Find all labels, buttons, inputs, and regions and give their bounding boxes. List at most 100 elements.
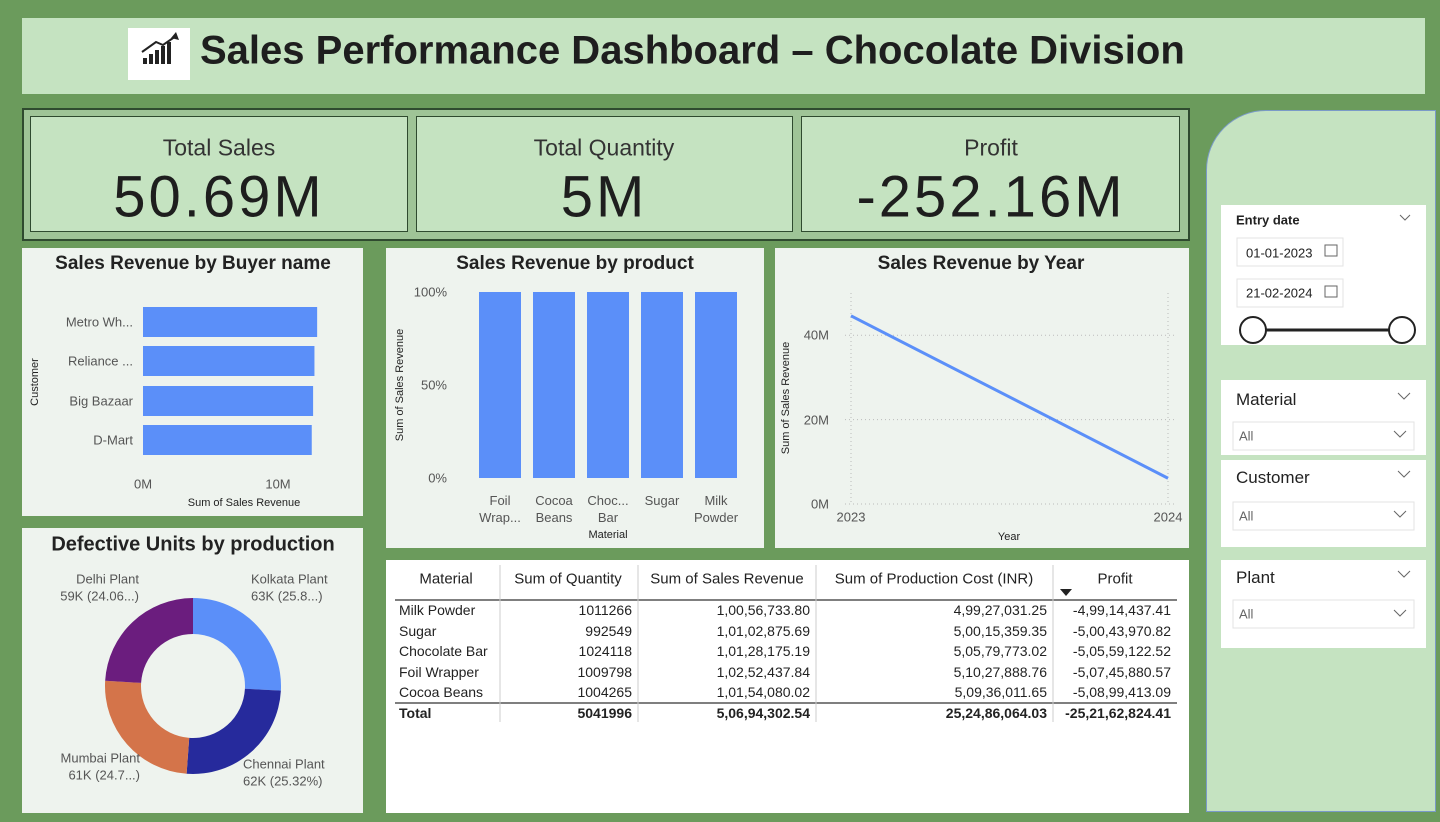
x-axis-title: Material [588, 529, 628, 541]
bar [143, 386, 314, 416]
table-cell: -5,07,45,880.57 [1072, 664, 1171, 680]
y-tick-label: Big Bazaar [69, 393, 133, 409]
table-cell: 5,05,79,773.02 [953, 643, 1047, 659]
total-cell: 5,06,94,302.54 [716, 705, 810, 721]
total-cell: 5041996 [577, 705, 632, 721]
date-input[interactable]: 01-01-2023 [1246, 245, 1313, 261]
slicer-title: Entry date [1236, 212, 1300, 228]
slice-value-label: 61K (24.7...) [68, 767, 140, 783]
table-cell: 1,01,28,175.19 [716, 643, 810, 659]
kpi-value: -252.16M [856, 164, 1126, 230]
x-axis-title: Year [997, 531, 1021, 543]
y-tick-label: 50% [420, 377, 447, 393]
slice-label: Chennai Plant [243, 756, 325, 772]
x-tick-label: 2023 [836, 509, 866, 525]
x-axis-title: Sum of Sales Revenue [187, 497, 301, 509]
kpi-value: 5M [560, 164, 648, 230]
slicer-decor [1232, 214, 1416, 629]
x-tick-label: Foil Wrap... [479, 493, 521, 525]
table-cell: Milk Powder [399, 602, 476, 618]
table-cell: Chocolate Bar [399, 643, 488, 659]
x-tick-label: Sugar [644, 493, 680, 508]
dashboard-title: Sales Performance Dashboard – Chocolate … [200, 28, 1185, 73]
x-tick-label: 10M [265, 476, 291, 492]
slice-value-label: 59K (24.06...) [60, 588, 139, 604]
slicer-card [1221, 560, 1426, 648]
table-cell: 992549 [585, 623, 632, 639]
y-tick-label: 0M [810, 496, 829, 512]
kpi-card [30, 116, 408, 232]
y-axis-title: Customer [29, 358, 41, 406]
slicer-title: Material [1236, 390, 1297, 409]
table-cell: 5,10,27,888.76 [953, 664, 1047, 680]
column-header: Profit [1097, 570, 1133, 588]
dropdown[interactable]: All [1239, 428, 1254, 444]
x-tick-label: Milk Powder [693, 493, 739, 525]
table-cell: Cocoa Beans [399, 684, 484, 700]
total-cell: -25,21,62,824.41 [1065, 705, 1171, 721]
slicer-title: Customer [1236, 468, 1310, 487]
table-cell: 4,99,27,031.25 [953, 602, 1047, 618]
kpi-card [801, 116, 1180, 232]
y-axis-title: Sum of Sales Revenue [394, 328, 406, 442]
y-tick-label: D-Mart [93, 432, 133, 448]
line [850, 314, 1169, 480]
table-lines [395, 565, 1177, 722]
slicer-card [1221, 380, 1426, 455]
header-icon [128, 28, 190, 80]
total-cell: 25,24,86,064.03 [945, 705, 1047, 721]
kpi-label: Total Quantity [533, 134, 675, 161]
table-cell: 1,00,56,733.80 [716, 602, 810, 618]
table-cell: -5,08,99,413.09 [1072, 684, 1171, 700]
bar [143, 425, 312, 455]
kpi-label: Profit [964, 134, 1018, 161]
table-panel [386, 560, 1189, 813]
table-cell: 1011266 [578, 602, 632, 618]
bar [641, 292, 683, 478]
y-tick-label: Metro Wh... [65, 314, 133, 330]
y-tick-label: 0% [428, 470, 447, 486]
slice-label: Delhi Plant [76, 571, 139, 587]
column-header: Sum of Quantity [514, 570, 622, 588]
table-cell: -5,00,43,970.82 [1072, 623, 1171, 639]
y-axis-title: Sum of Sales Revenue [780, 341, 792, 455]
pie-slice [105, 598, 193, 683]
chart-title: Sales Revenue by product [456, 253, 694, 274]
table-cell: 1024118 [578, 643, 632, 659]
chart-title: Sales Revenue by Buyer name [55, 253, 331, 274]
bar [479, 292, 521, 478]
header-bar [22, 18, 1425, 94]
y-tick-label: 100% [413, 284, 447, 300]
kpi-card [416, 116, 793, 232]
x-tick-label: 0M [133, 476, 153, 492]
table-cell: 1004265 [577, 684, 632, 700]
dropdown[interactable]: All [1239, 508, 1254, 524]
slice-value-label: 62K (25.32%) [243, 773, 323, 789]
bar [143, 307, 318, 337]
table-cell: -4,99,14,437.41 [1072, 602, 1171, 618]
table-cell: 1,02,52,437.84 [716, 664, 810, 680]
table-cell: 1009798 [577, 664, 632, 680]
date-input[interactable]: 21-02-2024 [1246, 285, 1313, 301]
pie-slice [193, 598, 281, 691]
kpi-value: 50.69M [113, 164, 325, 230]
x-tick-label: Choc... Bar [587, 493, 629, 525]
column-header: Material [419, 570, 473, 588]
pie-slice [104, 680, 190, 774]
column-header: Sum of Sales Revenue [650, 570, 804, 588]
bar [143, 346, 315, 376]
table-cell: Sugar [399, 623, 437, 639]
x-tick-label: 2024 [1153, 509, 1183, 525]
pie-slice [186, 688, 281, 774]
chart-panel [775, 248, 1189, 548]
chart-title: Sales Revenue by Year [877, 253, 1085, 274]
slice-label: Mumbai Plant [60, 750, 140, 766]
chart-title: Defective Units by production [51, 533, 335, 556]
total-cell: Total [399, 705, 432, 721]
table-cell: 1,01,54,080.02 [716, 684, 810, 700]
x-tick-label: Cocoa Beans [535, 493, 573, 525]
dropdown[interactable]: All [1239, 606, 1254, 622]
slice-value-label: 63K (25.8...) [251, 588, 323, 604]
